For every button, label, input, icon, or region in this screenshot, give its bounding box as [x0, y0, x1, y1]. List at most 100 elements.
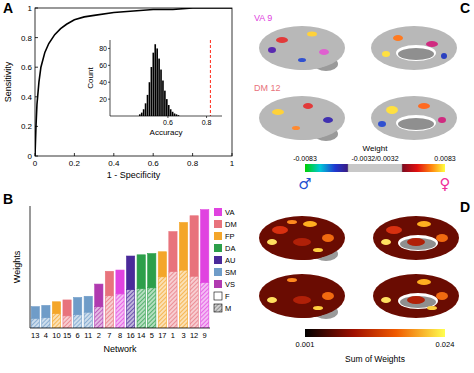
brain-medial-view: [371, 96, 457, 140]
colorbar: [305, 164, 445, 172]
y-axis-label: Weights: [12, 250, 22, 283]
map-blob: [298, 58, 306, 62]
x-tick: [206, 116, 207, 118]
brain-lateral-view: [259, 274, 345, 319]
x-tick-label: 10: [52, 331, 60, 340]
x-axis: [30, 328, 210, 329]
y-tick-label: 0.4: [21, 93, 33, 102]
panel-label: A: [3, 0, 13, 16]
bar-segment: [116, 270, 124, 294]
legend-swatch: [214, 280, 222, 288]
map-blob: [426, 41, 438, 47]
map-blob: [293, 296, 311, 304]
legend-swatch: [214, 220, 222, 228]
x-axis: [110, 116, 222, 117]
legend-swatch: [214, 256, 222, 264]
x-axis-label: Accuracy: [150, 128, 183, 137]
x-tick-label: 15: [63, 331, 71, 340]
y-tick-label: 80: [99, 45, 107, 52]
map-label: DM 12: [254, 83, 281, 93]
x-tick-label: 0: [33, 159, 38, 168]
inset-plot-area: [139, 40, 210, 116]
x-tick-label: 0.8: [202, 119, 212, 126]
bar-segment: [190, 216, 198, 276]
bar-segment: [137, 288, 145, 328]
map-blob: [418, 103, 430, 109]
map-blob: [292, 126, 300, 130]
y-tick: [108, 99, 110, 100]
map-blob: [272, 109, 284, 115]
legend-label: SM: [225, 268, 236, 277]
x-tick: [153, 153, 154, 156]
brain-lateral-view: [259, 96, 345, 141]
map-blob: [313, 248, 323, 252]
sex-symbol: ♂: [298, 175, 311, 193]
colorbar-tick-label: 0.001: [296, 340, 315, 349]
map-blob: [441, 53, 447, 59]
x-tick-label: 0.6: [148, 159, 160, 168]
reference-line: [210, 40, 211, 116]
map-blob: [438, 117, 446, 123]
medial-wall: [398, 293, 438, 309]
x-tick-label: 7: [107, 331, 111, 340]
x-axis-label: Network: [103, 344, 137, 354]
map-blob: [268, 47, 276, 53]
y-tick: [108, 82, 110, 83]
legend-label: DA: [225, 244, 235, 253]
x-tick-label: 17: [158, 331, 166, 340]
x-tick-label: 2: [97, 331, 101, 340]
bar-segment: [179, 222, 187, 270]
histogram-bar: [151, 67, 153, 116]
x-tick: [192, 153, 193, 156]
histogram-bar: [168, 105, 170, 116]
bar-segment: [148, 288, 156, 328]
medial-wall-core: [398, 48, 434, 60]
bar-segment: [158, 252, 166, 277]
bar-segment: [190, 276, 198, 328]
cortex: [371, 26, 457, 70]
map-blob: [322, 292, 334, 300]
histogram-bar: [172, 112, 174, 116]
bar-segment: [31, 307, 39, 319]
map-blob: [293, 238, 311, 246]
bar-segment: [126, 290, 134, 328]
x-tick-label: 1: [171, 331, 175, 340]
histogram-bar: [164, 91, 166, 116]
bar-segment: [169, 271, 177, 328]
brain-lateral-view: [259, 26, 345, 71]
histogram-bar: [154, 44, 156, 116]
brain-lateral-view: [259, 216, 345, 261]
bar-segment: [42, 318, 50, 328]
panel-label: C: [460, 0, 470, 16]
bar-segment: [74, 298, 82, 315]
plot-area: [35, 8, 232, 156]
bar-segment: [42, 305, 50, 317]
map-blob: [378, 121, 386, 127]
x-tick: [167, 116, 168, 118]
y-tick-label: 0.6: [21, 63, 33, 72]
colorbar-tick-label: -0.0083: [293, 155, 317, 162]
bar-segment: [158, 277, 166, 328]
x-tick-label: 13: [31, 331, 39, 340]
histogram-bar: [170, 109, 172, 116]
map-blob: [436, 292, 448, 300]
histogram-bar: [149, 82, 151, 116]
panel-label: B: [3, 191, 13, 207]
medial-wall: [396, 115, 436, 131]
legend: VADMFPDAAUSMVSFM: [214, 208, 237, 313]
cortex: [371, 96, 457, 140]
bar-segment: [105, 271, 113, 295]
bar-segment: [105, 296, 113, 328]
legend-label: AU: [225, 256, 235, 265]
map-blob: [427, 306, 437, 310]
legend-label: FP: [225, 232, 235, 241]
medial-wall-core: [398, 118, 434, 130]
legend-swatch: [214, 268, 222, 276]
histogram-bar: [160, 70, 162, 116]
bar-segment: [95, 307, 103, 328]
x-tick: [74, 153, 75, 156]
map-blob: [287, 278, 297, 282]
bar-segment: [63, 300, 71, 316]
map-blob: [381, 297, 391, 303]
legend-label: M: [225, 304, 231, 313]
